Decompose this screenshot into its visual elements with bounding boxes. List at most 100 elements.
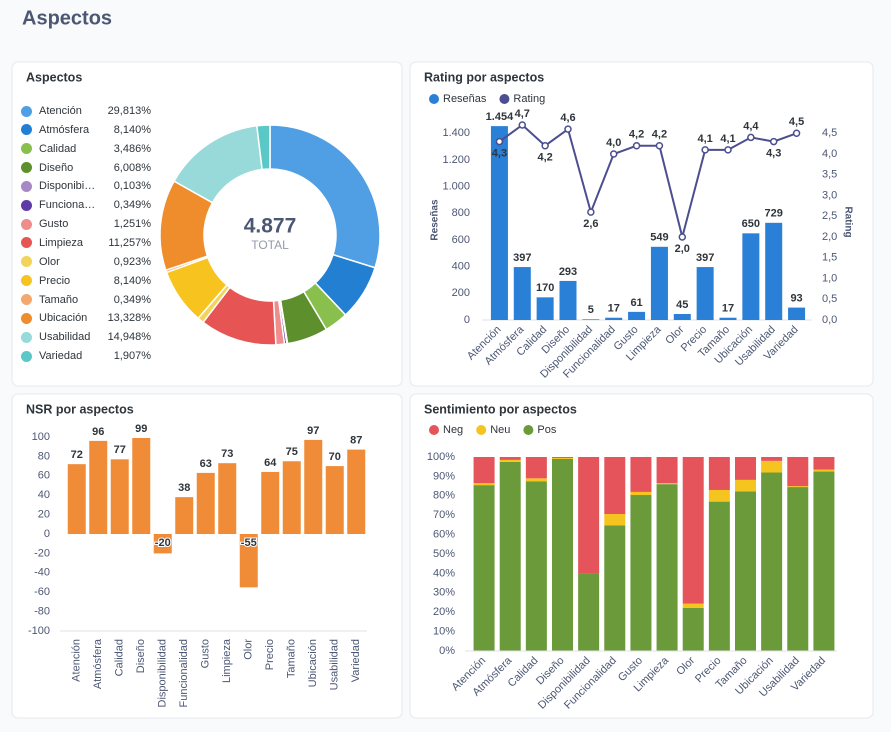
- legend-marker: [21, 105, 32, 117]
- bar-segment: [552, 457, 573, 458]
- data-label: 96: [92, 426, 104, 438]
- donut-total-label: TOTAL: [251, 238, 289, 252]
- legend-marker: [499, 94, 510, 104]
- legend-value: 0,103%: [113, 180, 151, 193]
- legend-marker: [21, 275, 32, 287]
- bar: [304, 439, 323, 534]
- bar-segment: [499, 459, 521, 462]
- legend-marker: [21, 124, 32, 136]
- y-tick-label: 90%: [433, 470, 455, 482]
- y-tick-label: 1,5: [822, 252, 837, 264]
- data-label: 650: [742, 218, 760, 230]
- data-label: 4,6: [560, 112, 575, 124]
- x-tick-label: Diseño: [135, 639, 147, 673]
- bar: [347, 449, 366, 534]
- bar-segment: [708, 489, 730, 502]
- data-label: 4,1: [697, 133, 712, 145]
- bar-segment: [787, 487, 809, 651]
- data-label: 99: [135, 423, 147, 435]
- legend-marker: [21, 237, 32, 249]
- x-tick-label: Funcionalidad: [178, 639, 190, 708]
- bar-segment: [604, 514, 626, 526]
- rating-point: [724, 146, 732, 154]
- legend-value: 3,486%: [113, 142, 151, 155]
- donut-slice: [256, 124, 271, 171]
- bar: [490, 126, 508, 320]
- legend-label: Ubicación: [39, 312, 88, 325]
- rating-point: [587, 208, 595, 216]
- bar-segment: [735, 479, 756, 492]
- bar-segment: [473, 483, 495, 486]
- chart-title: Aspectos: [26, 70, 82, 84]
- y-tick-label: 0: [464, 314, 470, 326]
- legend-label: Calidad: [39, 142, 77, 155]
- bar-segment: [525, 481, 547, 651]
- rating-point: [564, 125, 572, 133]
- x-tick-label: Calidad: [114, 639, 126, 676]
- legend-item: Funcionalidad 0,349%: [21, 197, 151, 213]
- data-label: 93: [790, 293, 802, 305]
- bar-segment: [682, 457, 704, 604]
- data-label: 4,2: [537, 152, 552, 164]
- bar-segment: [735, 491, 756, 651]
- x-tick-label: Disponibilidad: [157, 639, 169, 708]
- x-tick-label: Ubicación: [307, 639, 319, 687]
- legend-value: 13,328%: [107, 312, 151, 325]
- rating-point: [655, 141, 664, 150]
- bar-segment: [813, 471, 835, 651]
- bar-segment: [473, 457, 495, 484]
- bar-segment: [578, 457, 600, 574]
- bar-segment: [578, 573, 600, 651]
- y-tick-label: -100: [28, 625, 50, 637]
- rating-point: [747, 133, 755, 142]
- bar: [110, 459, 129, 534]
- y-tick-label: 600: [452, 234, 470, 246]
- y-tick-label: 2,0: [822, 231, 837, 243]
- y-tick-label: 80%: [433, 490, 455, 502]
- bar-segment: [787, 486, 809, 488]
- legend-marker: [21, 162, 32, 174]
- legend-item: Limpieza 11,257%: [21, 235, 151, 251]
- y-tick-label: 40: [38, 489, 50, 501]
- bar-segment: [656, 483, 678, 485]
- bar-segment: [604, 457, 626, 515]
- data-label: 2,6: [583, 218, 598, 230]
- legend-item: Usabilidad 14,948%: [21, 329, 151, 345]
- y-tick-label: 60%: [433, 529, 455, 541]
- bar-segment: [708, 457, 730, 490]
- legend-label: Gusto: [39, 218, 69, 231]
- data-label: -20: [155, 537, 171, 549]
- y-tick-label: 0,5: [822, 293, 837, 305]
- legend-label: Precio: [39, 274, 71, 287]
- y-tick-label: 1,0: [822, 272, 837, 284]
- data-label: 4,2: [652, 129, 667, 141]
- bar-segment: [630, 495, 652, 651]
- bar-segment: [761, 472, 783, 651]
- y-tick-label: 60: [38, 470, 50, 482]
- data-label: 17: [608, 303, 620, 315]
- data-label: 75: [286, 446, 298, 458]
- data-label: 63: [200, 458, 212, 470]
- rating-point: [518, 121, 527, 129]
- bar-segment: [604, 525, 626, 651]
- bar: [559, 280, 577, 320]
- legend-label: Rating: [513, 93, 545, 105]
- legend-value: 6,008%: [113, 161, 151, 174]
- data-label: 2,0: [675, 243, 690, 255]
- bar: [325, 466, 344, 534]
- x-tick-label: Gusto: [200, 639, 212, 668]
- bar: [513, 267, 531, 320]
- rating-point: [609, 150, 618, 158]
- legend-item: Variedad 1,907%: [21, 348, 151, 364]
- legend-item: Atención 29,813%: [21, 103, 151, 119]
- bar: [89, 440, 108, 534]
- bar: [175, 497, 194, 534]
- data-label: 5: [588, 304, 594, 316]
- y-tick-label: 20%: [433, 606, 455, 618]
- legend-label: Olor: [39, 255, 60, 268]
- legend-label: Reseñas: [443, 93, 487, 105]
- y-tick-label: -40: [34, 567, 50, 579]
- x-tick-label: Atmósfera: [92, 638, 104, 689]
- y-tick-label: 0: [44, 528, 50, 540]
